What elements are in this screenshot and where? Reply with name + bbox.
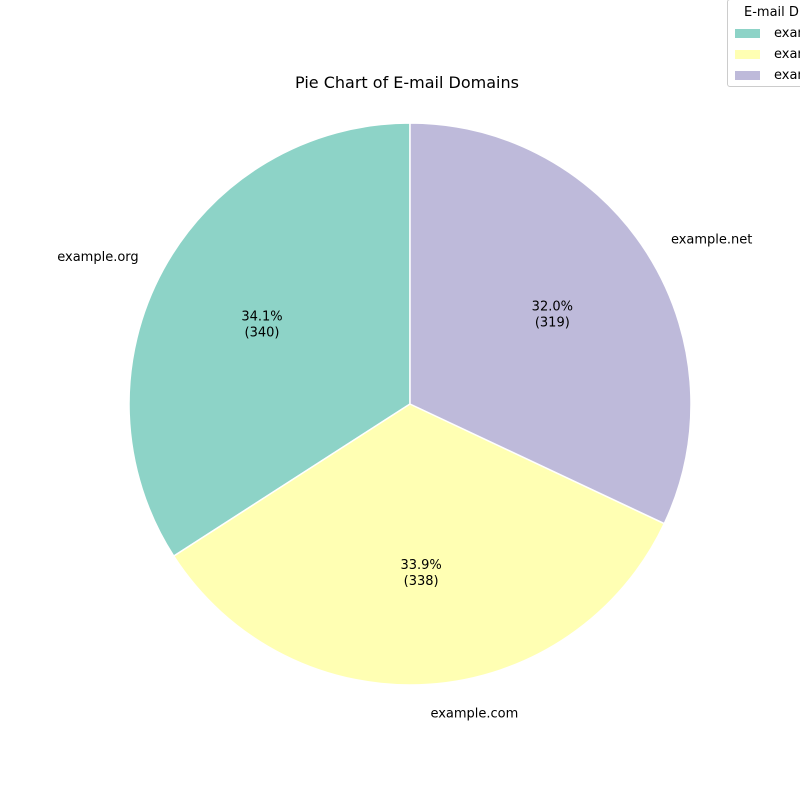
slice-count-label: (340) [245,325,280,340]
slice-percent-label: 34.1% [241,309,282,324]
slice-category-label: example.org [57,250,138,265]
legend-swatch [735,29,760,38]
slice-percent-label: 32.0% [532,300,573,315]
legend-item-example-com: exam [735,47,800,63]
pie-slice-example-net [409,122,692,525]
legend-item-example-net: exam [735,68,800,84]
slice-count-label: (319) [535,316,570,331]
pie-slice-example-org [128,122,411,558]
pie-slice-example-com [172,403,666,686]
slice-category-label: example.com [430,706,518,721]
slice-count-label: (338) [404,574,439,589]
legend-swatch [735,71,760,80]
legend-item-example-org: exam [735,26,800,42]
legend-swatch [735,50,760,59]
legend-title: E-mail D [744,5,799,20]
legend-label: exam [774,68,800,83]
slice-percent-label: 33.9% [400,558,441,573]
slice-category-label: example.net [671,232,752,247]
chart-legend: E-mail D exam exam exam [727,0,800,87]
chart-title: Pie Chart of E-mail Domains [295,73,519,92]
legend-label: exam [774,26,800,41]
legend-label: exam [774,47,800,62]
